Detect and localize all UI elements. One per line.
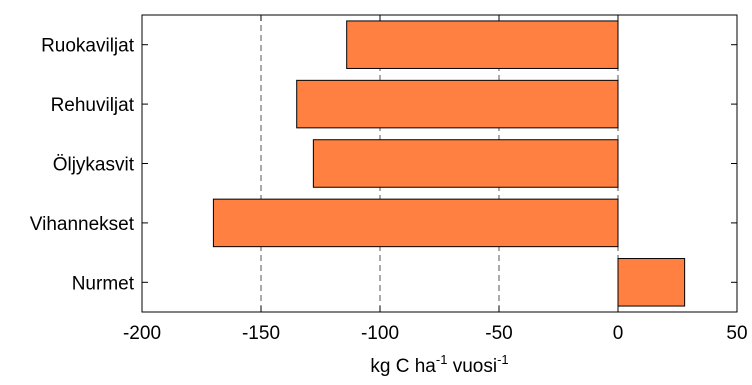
x-axis-title-sup1: -1 [436, 352, 448, 367]
x-axis-title-sup2: -1 [497, 352, 509, 367]
x-axis-title-main: kg C ha [370, 356, 436, 377]
x-tick-labels: -200 -150 -100 -50 0 50 [123, 323, 748, 344]
x-tick-label: -100 [361, 323, 399, 344]
y-tick-labels: Ruokaviljat Rehuviljat Öljykasvit Vihanneks… [30, 36, 135, 295]
y-tick-label: Ruokaviljat [41, 36, 135, 57]
x-tick-label: -150 [242, 323, 280, 344]
bar [617, 258, 686, 307]
bar [312, 139, 619, 188]
bars [212, 20, 686, 307]
y-tick-label: Öljykasvit [53, 155, 135, 176]
x-tick-label: -200 [123, 323, 161, 344]
bar [296, 79, 619, 129]
y-tick-label: Nurmet [72, 273, 135, 294]
x-axis-title-mid: vuosi [447, 356, 497, 377]
y-tick-label: Rehuviljat [51, 95, 135, 116]
x-tick-label: 50 [726, 323, 747, 344]
x-tick-label: 0 [613, 323, 624, 344]
bar [212, 198, 619, 248]
x-axis-title: kg C ha-1 vuosi-1 [370, 352, 508, 377]
bar [346, 20, 619, 69]
y-tick-label: Vihannekset [30, 214, 135, 235]
axis-ticks [141, 15, 738, 312]
x-tick-label: -50 [485, 323, 512, 344]
